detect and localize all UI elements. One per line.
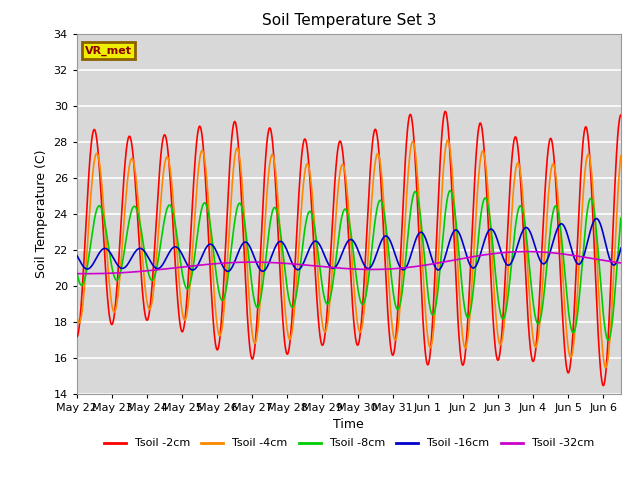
X-axis label: Time: Time	[333, 418, 364, 431]
Y-axis label: Soil Temperature (C): Soil Temperature (C)	[35, 149, 48, 278]
Text: VR_met: VR_met	[85, 46, 132, 56]
Legend: Tsoil -2cm, Tsoil -4cm, Tsoil -8cm, Tsoil -16cm, Tsoil -32cm: Tsoil -2cm, Tsoil -4cm, Tsoil -8cm, Tsoi…	[99, 434, 598, 453]
Title: Soil Temperature Set 3: Soil Temperature Set 3	[262, 13, 436, 28]
